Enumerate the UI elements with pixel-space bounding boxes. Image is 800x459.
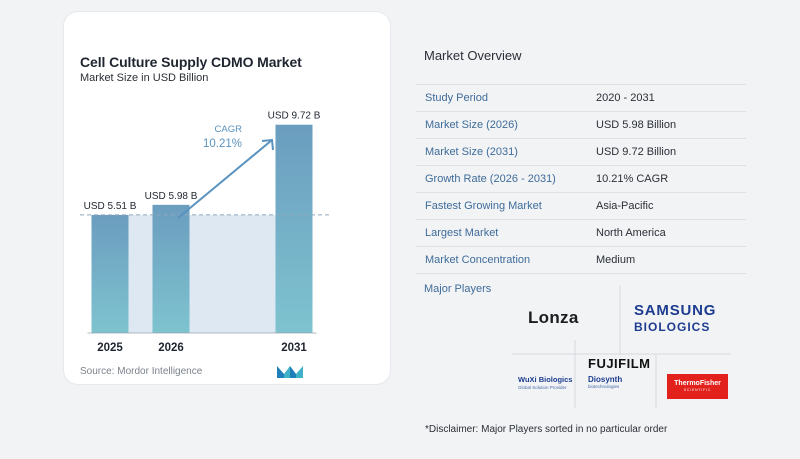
overview-row-fastest-growing: Fastest Growing Market Asia-Pacific — [416, 192, 746, 219]
samsung-biologics-logo: SAMSUNG BIOLOGICS — [634, 302, 716, 334]
overview-row-key: Largest Market — [425, 227, 499, 239]
biologics-logo-text: BIOLOGICS — [634, 320, 711, 334]
disclaimer-text: *Disclaimer: Major Players sorted in no … — [425, 424, 668, 435]
chart-title: Cell Culture Supply CDMO Market — [80, 54, 302, 70]
data-label: USD 9.72 B — [268, 111, 321, 122]
x-tick-label: 2025 — [97, 342, 123, 354]
wuxi-logo-text: WuXi Biologics — [518, 375, 573, 384]
cagr-arrow-head-icon — [261, 138, 274, 151]
cagr-arrow-line — [177, 139, 273, 219]
overview-row-study-period: Study Period 2020 - 2031 — [416, 84, 746, 111]
overview-row-value: 2020 - 2031 — [596, 92, 655, 104]
overview-row-value: USD 9.72 Billion — [596, 146, 677, 158]
overview-row-value: USD 5.98 Billion — [596, 119, 677, 131]
x-tick-label: 2026 — [158, 342, 184, 354]
overview-row-growth-rate: Growth Rate (2026 - 2031) 10.21% CAGR — [416, 165, 746, 192]
mordor-intelligence-logo-icon — [277, 366, 303, 378]
wuxi-biologics-logo: WuXi Biologics Global Solution Provider — [518, 375, 572, 390]
bar — [91, 214, 129, 333]
overview-row-key: Growth Rate (2026 - 2031) — [425, 173, 556, 185]
thermo-tagline: SCIENTIFIC — [683, 388, 712, 392]
source-text: Source: Mordor Intelligence — [80, 366, 203, 377]
samsung-logo-text: SAMSUNG — [634, 302, 717, 319]
overview-row-key: Market Size (2031) — [425, 146, 518, 158]
overview-row-key: Fastest Growing Market — [425, 200, 542, 212]
thermo-logo-text: ThermoFisher — [674, 380, 721, 387]
market-overview-panel: Market Overview Study Period 2020 - 2031… — [416, 0, 800, 459]
overview-row-value: Medium — [596, 254, 636, 266]
overview-divider — [416, 273, 746, 274]
lonza-logo: Lonza — [528, 308, 579, 327]
bar — [152, 204, 190, 333]
thermo-fisher-logo: ThermoFisher SCIENTIFIC — [667, 374, 728, 399]
bar — [275, 124, 313, 333]
x-tick-label: 2031 — [281, 342, 307, 354]
overview-row-key: Market Concentration — [425, 254, 531, 266]
bar-chart: USD 5.51 B 2025 USD 5.98 B 2026 USD 9.72 B 20… — [80, 111, 330, 354]
overview-row-value: 10.21% CAGR — [596, 173, 669, 185]
overview-row-market-size-2026: Market Size (2026) USD 5.98 Billion — [416, 111, 746, 138]
cagr-value: 10.21% — [203, 138, 242, 150]
fujifilm-logo-text: FUJIFILM — [588, 356, 651, 371]
diosynth-logo-text: Diosynth — [588, 375, 623, 384]
overview-row-value: North America — [596, 227, 666, 239]
data-label: USD 5.98 B — [145, 191, 198, 202]
overview-row-market-size-2031: Market Size (2031) USD 9.72 Billion — [416, 138, 746, 165]
overview-row-value: Asia-Pacific — [596, 200, 654, 212]
chart-subtitle: Market Size in USD Billion — [80, 72, 209, 84]
fujifilm-diosynth-logo: FUJIFILM Diosynth biotechnologies — [588, 356, 651, 389]
major-players-label: Major Players — [424, 283, 492, 295]
overview-row-key: Study Period — [425, 92, 488, 104]
data-label: USD 5.51 B — [84, 201, 137, 212]
overview-row-largest-market: Largest Market North America — [416, 219, 746, 246]
overview-title: Market Overview — [424, 48, 522, 63]
overview-row-concentration: Market Concentration Medium — [416, 246, 746, 273]
cagr-label: CAGR — [215, 124, 243, 135]
diosynth-tagline: biotechnologies — [588, 384, 620, 389]
overview-row-key: Market Size (2026) — [425, 119, 518, 131]
wuxi-tagline: Global Solution Provider — [518, 385, 567, 390]
